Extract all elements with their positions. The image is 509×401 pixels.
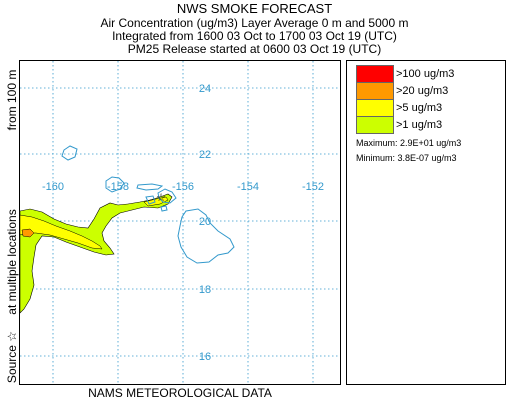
max-concentration: Maximum: 2.9E+01 ug/m3 (356, 138, 462, 148)
lat-label: 18 (199, 284, 211, 296)
lat-label: 24 (199, 83, 211, 95)
lon-label: -160 (42, 181, 64, 193)
lon-label: -158 (107, 181, 129, 193)
niihau-kauai-island (61, 145, 78, 161)
legend-label: >100 ug/m3 (396, 68, 455, 80)
kahoolawe-island (160, 205, 168, 212)
big-island (177, 208, 235, 264)
source-height-label: from 100 m (5, 69, 19, 131)
integration-period: Integrated from 1600 03 Oct to 1700 03 O… (112, 29, 397, 43)
legend-label: >20 ug/m3 (396, 85, 449, 97)
lon-label: -152 (302, 181, 324, 193)
release-info: PM25 Release started at 0600 03 Oct 19 (… (127, 42, 382, 56)
latitude-labels: 24 22 20 18 16 (199, 83, 211, 363)
concentration-subtitle: Air Concentration (ug/m3) Layer Average … (100, 16, 409, 30)
legend-swatch (356, 65, 394, 83)
legend-swatch (356, 99, 394, 117)
oahu-island (105, 176, 125, 193)
lanai-island (145, 195, 156, 205)
legend-item-1: >1 ug/m3 (356, 116, 442, 134)
source-marker-icon: ☆ (156, 192, 166, 204)
legend-item-100: >100 ug/m3 (356, 65, 454, 83)
source-label: Source ☆ (5, 330, 19, 384)
longitude-labels: -160 -158 -156 -154 -152 (42, 181, 324, 193)
lat-label: 22 (199, 149, 211, 161)
lon-label: -156 (172, 181, 194, 193)
legend-label: >1 ug/m3 (396, 119, 443, 131)
plume-over-20 (21, 228, 35, 238)
legend: >100 ug/m3 >20 ug/m3 >5 ug/m3 >1 ug/m3 M… (346, 60, 506, 385)
multiple-locations-label: at multiple locations (5, 209, 19, 315)
smoke-map[interactable]: ☆ 24 22 20 18 16 -160 -158 -156 -154 -15… (19, 60, 341, 385)
plume-over-1 (20, 193, 173, 314)
smoke-plume (20, 193, 173, 314)
lat-label: 16 (199, 351, 211, 363)
min-concentration: Minimum: 3.8E-07 ug/m3 (356, 153, 457, 163)
forecast-title: NWS SMOKE FORECAST (176, 1, 333, 16)
legend-label: >5 ug/m3 (396, 102, 443, 114)
graticule (20, 61, 340, 384)
lat-label: 20 (199, 216, 211, 228)
lon-label: -154 (237, 181, 259, 193)
maui-island (157, 188, 177, 204)
meteorological-data-label: NAMS METEOROLOGICAL DATA (88, 386, 272, 400)
legend-swatch (356, 116, 394, 134)
molokai-island (136, 183, 164, 191)
hawaiian-islands (61, 145, 235, 264)
legend-swatch (356, 82, 394, 100)
legend-item-5: >5 ug/m3 (356, 99, 442, 117)
legend-item-20: >20 ug/m3 (356, 82, 448, 100)
map-canvas: ☆ 24 22 20 18 16 -160 -158 -156 -154 -15… (20, 61, 340, 384)
